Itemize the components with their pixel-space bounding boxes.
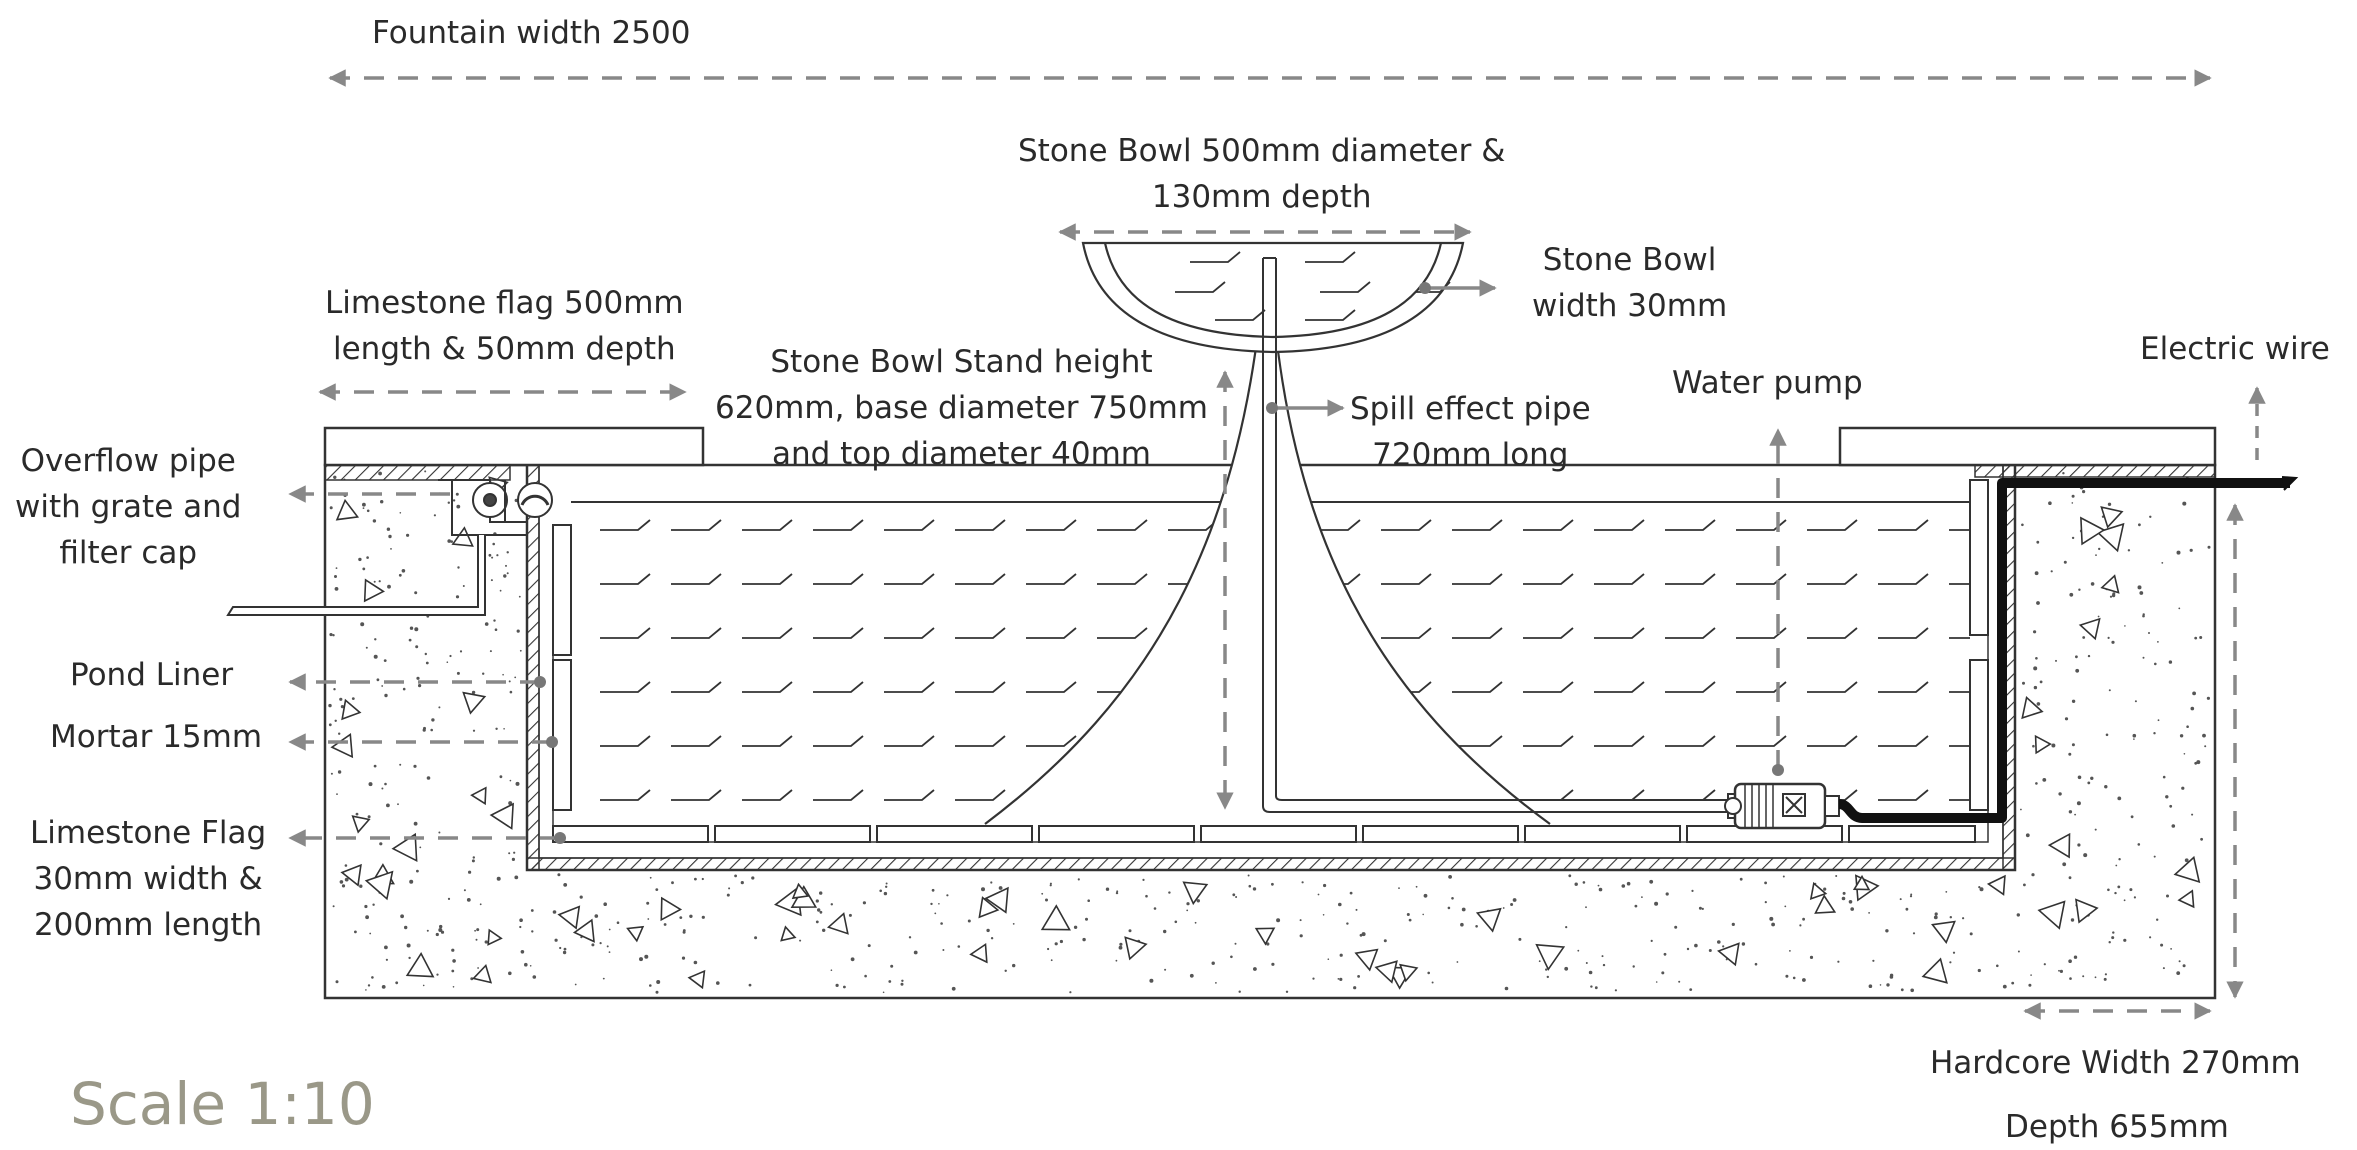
- limestone-flag-side-label: Limestone Flag 30mm width & 200mm length: [30, 815, 267, 943]
- limestone-coping: [323, 426, 2217, 481]
- leader-dots: [534, 282, 1784, 844]
- stand-label: Stone Bowl Stand height 620mm, base diame…: [715, 344, 1208, 472]
- fountain-width-label: Fountain width 2500: [372, 15, 691, 51]
- wire-end: [2281, 476, 2299, 491]
- side-flags: [552, 479, 1989, 811]
- spill-pipe-label: Spill effect pipe 720mm long: [1350, 391, 1591, 473]
- dimension-lines: [288, 69, 2266, 1020]
- depth-label: Depth 655mm: [2005, 1109, 2229, 1145]
- hardcore-width-label: Hardcore Width 270mm: [1930, 1045, 2301, 1081]
- scale-label: Scale 1:10: [70, 1070, 375, 1138]
- limestone-flag-top-label: Limestone flag 500mm length & 50mm depth: [325, 285, 684, 367]
- concrete-speckles: [328, 470, 2211, 994]
- stone-bowl-size-label: Stone Bowl 500mm diameter & 130mm depth: [1018, 133, 1506, 215]
- pond-liner-label: Pond Liner: [70, 657, 234, 693]
- overflow-pipe: [226, 479, 553, 616]
- mortar-label: Mortar 15mm: [50, 719, 263, 755]
- water-pump: [1724, 782, 1840, 830]
- aggregate-triangles: [330, 476, 2201, 990]
- water-pump-label: Water pump: [1672, 365, 1863, 401]
- spill-effect-pipe: [1262, 257, 1730, 813]
- electric-wire-label: Electric wire: [2140, 331, 2330, 367]
- floor-flags: [552, 825, 1976, 843]
- stone-bowl: [1081, 241, 1465, 354]
- hardcore-ground: [323, 463, 2217, 1000]
- overflow-pipe-label: Overflow pipe with grate and filter cap: [15, 443, 242, 571]
- stone-bowl-width-label: Stone Bowl width 30mm: [1532, 242, 1728, 324]
- electric-wire: [1838, 478, 2290, 823]
